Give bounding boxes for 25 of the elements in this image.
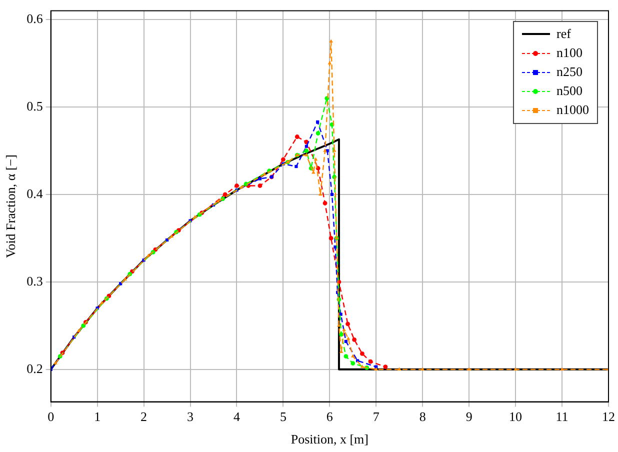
x-tick-label: 1 <box>94 409 101 424</box>
x-tick-label: 6 <box>326 409 334 424</box>
x-axis-title: Position, x [m] <box>290 432 369 447</box>
x-tick-label: 9 <box>466 409 472 424</box>
x-tick-label: 2 <box>140 409 148 424</box>
x-tick-label: 5 <box>280 409 286 424</box>
x-tick-label: 7 <box>372 409 380 424</box>
x-tick-label: 4 <box>233 409 240 424</box>
y-tick-label: 0.3 <box>26 273 43 288</box>
x-tick-label: 0 <box>48 409 54 424</box>
y-tick-label: 0.2 <box>26 360 43 376</box>
legend-label: n250 <box>556 64 582 80</box>
legend-label: n100 <box>556 45 582 62</box>
legend-label: ref <box>556 26 571 42</box>
legend-label: n1000 <box>556 102 589 118</box>
legend-label: n500 <box>556 83 582 100</box>
y-axis-title: Void Fraction, α [−] <box>3 154 18 258</box>
x-tick-label: 3 <box>187 409 194 424</box>
y-tick-label: 0.5 <box>26 98 43 114</box>
x-tick-label: 11 <box>556 409 568 424</box>
x-tick-label: 12 <box>602 409 615 424</box>
x-tick-label: 8 <box>419 409 426 424</box>
y-tick-label: 0.4 <box>26 186 44 201</box>
x-tick-label: 10 <box>509 409 522 424</box>
y-tick-label: 0.6 <box>26 10 44 26</box>
